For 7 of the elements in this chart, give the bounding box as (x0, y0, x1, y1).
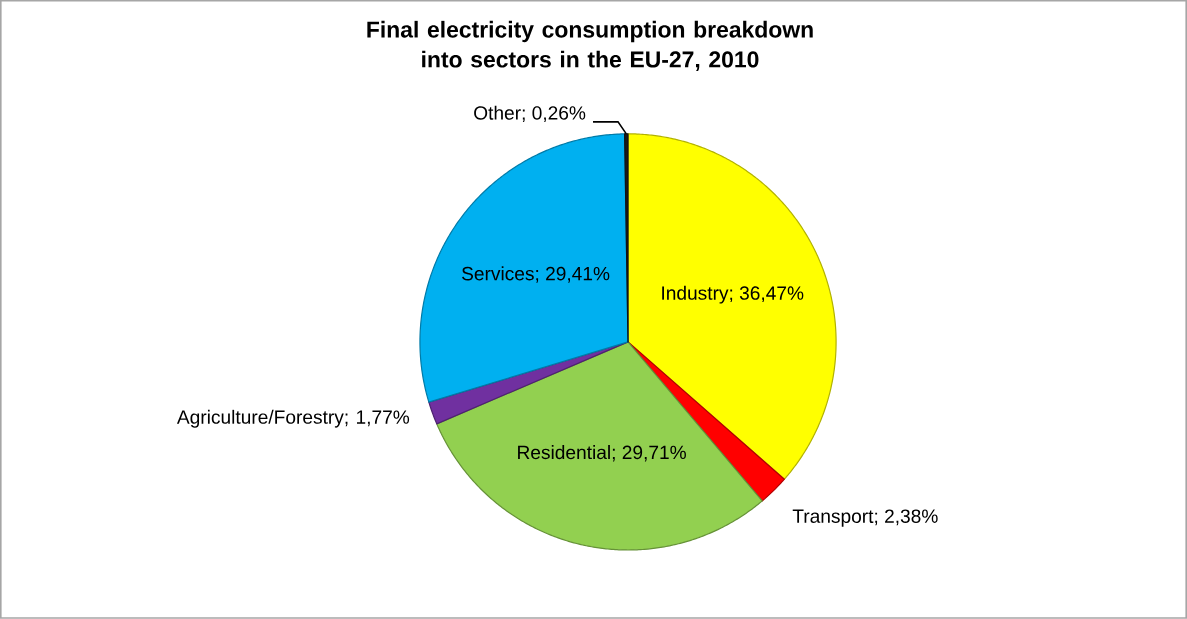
slice-label: Services; 29,41% (462, 266, 610, 283)
slice-label: Agriculture/Forestry; 1,77% (176, 409, 410, 428)
slice-label: Residential; 29,71% (518, 445, 686, 462)
slice-label: Transport; 2,38% (792, 509, 938, 527)
slice-label: Other; 0,26% (474, 105, 586, 123)
chart-title: Final electricity consumption breakdown into sectors in the EU-27, 2010 (367, 20, 813, 71)
slice-label: Industry; 36,47% (662, 285, 804, 304)
